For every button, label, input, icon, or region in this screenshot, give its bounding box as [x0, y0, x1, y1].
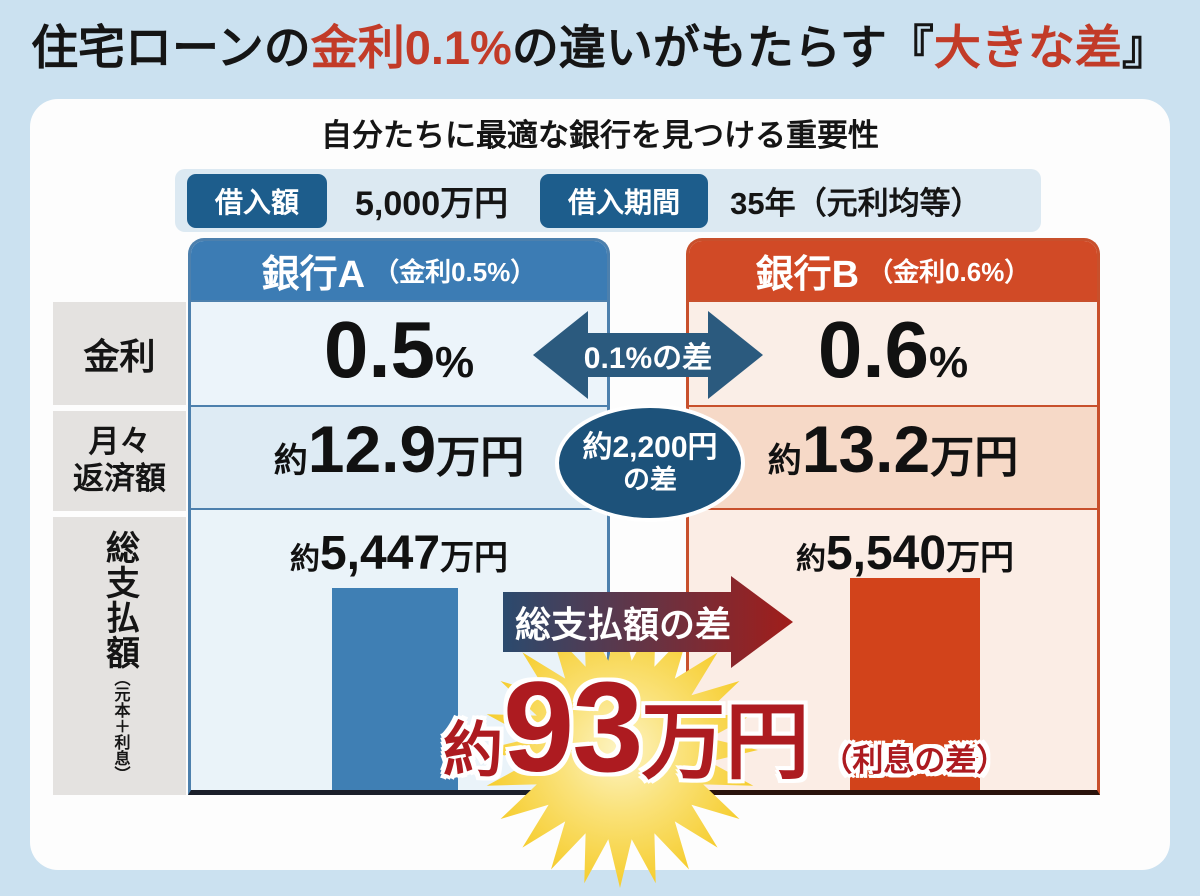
row-label-total-main: 総支払額 — [100, 530, 139, 670]
right-arrow-icon — [503, 576, 793, 668]
title-text-2: の違いがもたらす — [511, 21, 887, 74]
highlight-unit: 万円 — [641, 695, 810, 789]
subtitle: 自分たちに最適な銀行を見つける重要性 — [321, 118, 879, 153]
bank-b-rate-value: 0.6 — [817, 305, 930, 394]
highlight-approx: 約 — [443, 717, 503, 784]
row-label-rate: 金利 — [53, 302, 186, 405]
bank-b-rate-note: （金利0.6%） — [867, 257, 1031, 287]
loan-amount-value: 5,000万円 — [355, 185, 509, 223]
bank-a-header: 銀行A （金利0.5%） — [191, 241, 607, 300]
bank-b-monthly-approx: 約 — [767, 442, 802, 480]
loan-period-badge: 借入期間 — [540, 173, 709, 228]
loan-period-value: 35年（元利均等） — [730, 186, 982, 221]
double-arrow-icon — [533, 311, 763, 399]
bank-a-total-value: 5,447 — [319, 527, 441, 580]
bank-b-header: 銀行B （金利0.6%） — [689, 241, 1097, 300]
row-label-monthly: 月々 返済額 — [53, 411, 186, 511]
bank-a-total-approx: 約 — [289, 543, 320, 576]
bank-a-rate-note: （金利0.5%） — [373, 257, 537, 287]
row-label-total-sub: （元本＋利息） — [111, 670, 129, 782]
starburst-icon — [482, 612, 758, 888]
row-label-monthly-line1: 月々 — [88, 424, 151, 460]
monthly-diff-line2: の差 — [623, 464, 677, 495]
monthly-diff-callout: 約2,200円 の差 — [555, 404, 745, 522]
page-title: 住宅ローンの金利0.1%の違いがもたらす『大きな差』 — [0, 22, 1200, 74]
title-accent-difference: 大きな差 — [933, 21, 1122, 74]
bank-b-monthly-unit: 万円 — [930, 433, 1019, 482]
bank-b-total-approx: 約 — [795, 543, 826, 576]
bank-b-total-unit: 万円 — [946, 539, 1015, 577]
loan-terms-strip: 借入額 5,000万円 借入期間 35年（元利均等） — [175, 169, 1041, 232]
interest-diff-highlight: 約 93 万円 （利息の差） — [443, 664, 1007, 792]
bank-a-rate-unit: % — [435, 338, 475, 387]
bank-b-monthly-cell: 約 13.2 万円 — [689, 405, 1097, 508]
total-diff-callout: 総支払額の差 — [503, 574, 793, 670]
bank-a-monthly-value: 12.9 — [307, 412, 437, 486]
loan-amount-badge: 借入額 — [187, 173, 328, 228]
rate-diff-label: 0.1%の差 — [583, 342, 713, 375]
bank-a-monthly-cell: 約 12.9 万円 — [191, 405, 607, 508]
title-accent-rate: 金利0.1% — [310, 21, 512, 74]
row-label-total: 総支払額（元本＋利息） — [53, 517, 186, 795]
highlight-note: （利息の差） — [821, 743, 1008, 778]
bank-a-total-bar — [332, 588, 458, 790]
bank-a-rate-cell: 0.5 % — [191, 300, 607, 405]
bank-a-monthly-approx: 約 — [273, 442, 308, 480]
bank-b-total-value: 5,540 — [825, 527, 947, 580]
row-label-monthly-line2: 返済額 — [73, 461, 166, 496]
total-diff-label: 総支払額の差 — [514, 604, 731, 645]
bank-b-monthly-value: 13.2 — [801, 412, 931, 486]
title-bracket-open: 『 — [886, 21, 934, 74]
bank-b-rate-unit: % — [929, 338, 969, 387]
bank-a-monthly-unit: 万円 — [436, 433, 525, 482]
monthly-diff-line1: 約2,200円 — [582, 431, 718, 465]
bank-b-name: 銀行B — [755, 254, 860, 296]
title-text-1: 住宅ローンの — [31, 21, 311, 74]
bank-a-rate-value: 0.5 — [323, 305, 436, 394]
bank-a-total-unit: 万円 — [440, 539, 509, 577]
highlight-value: 93 — [503, 656, 643, 799]
rate-diff-callout: 0.1%の差 — [533, 309, 763, 401]
bank-b-total-bar — [850, 578, 980, 790]
title-bracket-close: 』 — [1121, 21, 1169, 74]
bank-a-name: 銀行A — [261, 254, 366, 296]
